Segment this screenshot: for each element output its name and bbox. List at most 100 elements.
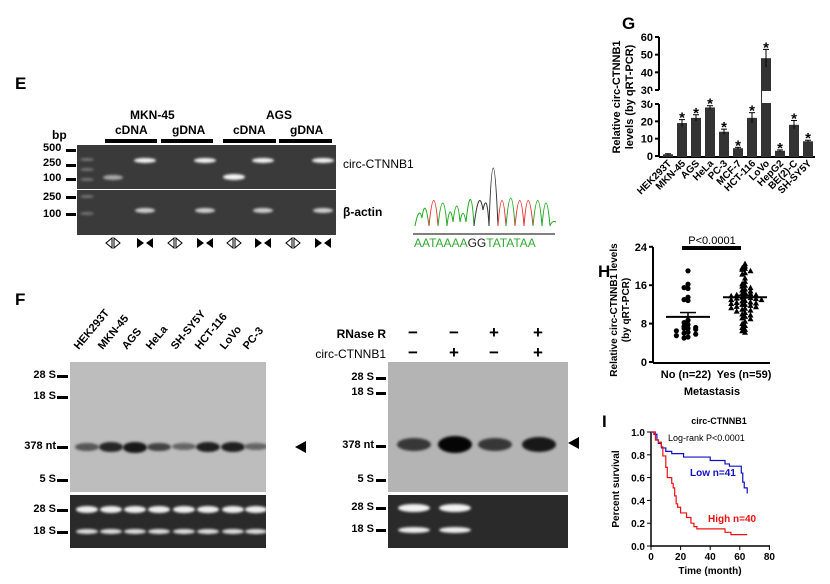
g-significance: * [805, 130, 811, 147]
h-point [739, 314, 746, 321]
rrna-18s-band [398, 527, 430, 533]
rna-band [397, 438, 431, 451]
group-label-ags: AGS [266, 108, 293, 122]
gel-circ-ctnnb1 [77, 145, 336, 189]
h-point [739, 301, 746, 307]
h-point [685, 325, 691, 331]
h-point [739, 290, 746, 296]
sequence-right: TATATAA [486, 236, 536, 250]
panel-label-f: F [15, 290, 26, 309]
rna-band [478, 438, 512, 451]
h-point [733, 299, 740, 305]
ladder-band [80, 168, 94, 171]
tick [66, 164, 76, 167]
h-point [681, 335, 687, 341]
treatment-sign: − [408, 323, 418, 342]
divergent-primer-icon [255, 238, 271, 248]
rrna-28s-band [398, 504, 430, 512]
convergent-primer-icon [226, 237, 242, 249]
g-bar [677, 123, 687, 157]
panel-label-i: I [602, 412, 607, 431]
treatment-sign: − [449, 323, 459, 342]
i-title: circ-CTNNB1 [691, 416, 747, 426]
size-marker: 28 S [33, 369, 56, 381]
h-point [685, 329, 691, 335]
bp-marker: 500 [43, 142, 62, 154]
h-point [728, 296, 735, 303]
h-y-label: (by qRT-PCR) [621, 278, 632, 342]
g-significance: * [721, 119, 727, 136]
treatment-sign: − [408, 343, 418, 362]
h-point [739, 271, 746, 277]
rrna-28s-band [124, 506, 146, 513]
panel-label-h: H [598, 262, 611, 281]
rrna-28s-band [197, 506, 219, 513]
g-significance: * [791, 110, 797, 127]
size-marker: 28 S [351, 371, 374, 383]
g-bar [747, 117, 757, 157]
i-series-label: Low n=41 [690, 468, 736, 479]
h-x-tick-label: Yes (n=59) [717, 369, 772, 381]
i-logrank: Log-rank P<0.0001 [668, 433, 745, 443]
tick [376, 507, 386, 510]
h-point [685, 268, 691, 274]
pcr-band [103, 175, 123, 180]
bp-marker: 100 [43, 208, 62, 220]
g-significance: * [679, 110, 685, 127]
g-bar [705, 107, 715, 157]
row-label-actin: β-actin [343, 205, 383, 219]
g-significance: * [749, 103, 755, 120]
h-point [685, 281, 691, 287]
h-x-tick-label: No (n=22) [661, 369, 712, 381]
h-point [739, 320, 746, 327]
rrna-28s-band [222, 506, 244, 513]
bp-marker: 250 [43, 157, 62, 169]
tick [57, 375, 68, 378]
h-point [739, 306, 746, 312]
h-point [681, 325, 687, 331]
size-marker: 5 S [39, 473, 56, 485]
h-point [747, 284, 754, 291]
rrna-28s-band [245, 506, 266, 513]
g-bar [663, 154, 673, 157]
h-point [747, 267, 754, 274]
band-arrow-icon [295, 441, 306, 453]
h-point [753, 291, 759, 298]
g-significance: * [735, 137, 741, 154]
h-point [685, 285, 691, 292]
i-tick-label: 0 [648, 552, 654, 563]
pcr-band [134, 158, 156, 163]
h-point [742, 322, 748, 329]
h-point [673, 328, 679, 334]
i-tick-label: 0.4 [631, 496, 645, 507]
h-point [742, 318, 748, 324]
h-point [681, 285, 687, 291]
h-point [733, 308, 740, 314]
h-point [685, 321, 691, 328]
h-point [739, 298, 746, 304]
g-bar [719, 131, 729, 157]
i-tick-label: 0.8 [631, 451, 645, 462]
tick [66, 196, 76, 199]
rrna-18s-band [124, 529, 146, 534]
h-point [739, 324, 746, 330]
sequence-read: AATAAAAGGTATATAA [414, 236, 536, 250]
rrna-loading-rnase-r [388, 495, 568, 548]
sanger-chromatogram: AATAAAAGGTATATAA [413, 167, 557, 250]
rna-band [244, 443, 266, 451]
g-bar [761, 58, 771, 157]
rrna-28s-band [148, 506, 170, 513]
size-marker: 18 S [33, 390, 56, 402]
h-point [747, 299, 754, 305]
h-x-label: Metastasis [684, 386, 740, 398]
template-label: gDNA [172, 123, 206, 137]
pcr-band [312, 158, 334, 163]
pcr-band [194, 158, 216, 163]
g-bar [789, 124, 799, 157]
i-y-label: Percent survival [611, 450, 622, 527]
tick [57, 509, 68, 512]
g-tick-label: 10 [641, 134, 653, 146]
h-point [742, 278, 748, 284]
g-bar [803, 141, 813, 157]
